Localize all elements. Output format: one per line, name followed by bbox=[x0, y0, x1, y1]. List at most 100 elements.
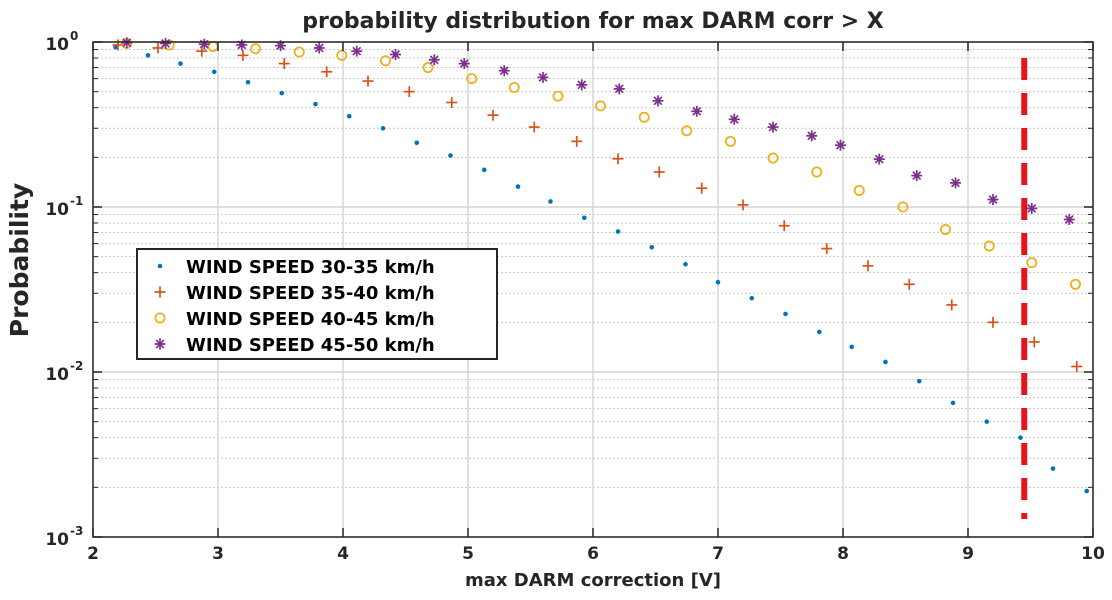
data-point bbox=[279, 90, 285, 96]
data-point bbox=[652, 95, 664, 107]
dot-marker bbox=[649, 244, 655, 250]
legend-entries: WIND SPEED 30-35 km/h WIND SPEED 35-40 km… bbox=[154, 257, 435, 356]
legend-label: WIND SPEED 40-45 km/h bbox=[186, 309, 435, 330]
data-point bbox=[362, 75, 374, 87]
x-tick-label: 8 bbox=[837, 544, 849, 564]
dot-marker bbox=[950, 400, 956, 406]
data-point bbox=[1084, 488, 1090, 494]
data-point bbox=[873, 153, 885, 165]
data-point bbox=[728, 113, 740, 125]
star-marker-d2 bbox=[951, 178, 960, 188]
dot-marker bbox=[1084, 488, 1090, 494]
star-marker-d2 bbox=[429, 55, 439, 65]
data-point bbox=[113, 44, 118, 50]
circle-marker bbox=[595, 100, 607, 112]
star-marker-d2 bbox=[577, 80, 587, 90]
data-point bbox=[321, 66, 333, 78]
star-marker-d2 bbox=[729, 114, 739, 124]
circle-marker bbox=[983, 240, 995, 252]
data-point bbox=[725, 135, 737, 147]
data-marks bbox=[112, 37, 1090, 494]
data-point bbox=[278, 58, 290, 70]
data-point bbox=[811, 166, 823, 178]
data-point bbox=[198, 38, 210, 50]
circle-marker bbox=[422, 62, 434, 74]
data-point bbox=[422, 62, 434, 74]
data-point bbox=[236, 39, 248, 51]
star-marker-d2 bbox=[161, 38, 170, 48]
star-marker-d2 bbox=[314, 43, 324, 53]
data-point bbox=[696, 182, 708, 194]
star-marker-d2 bbox=[836, 140, 845, 150]
circle-marker bbox=[552, 90, 564, 102]
y-tick-exponent: -3 bbox=[70, 524, 83, 538]
data-point bbox=[275, 40, 286, 52]
y-tick-label: 10 -2 bbox=[45, 359, 83, 385]
data-point bbox=[783, 311, 788, 317]
data-point bbox=[528, 121, 540, 133]
y-tick-base: 10 bbox=[45, 200, 69, 220]
dot-marker bbox=[883, 359, 888, 365]
data-point bbox=[749, 295, 755, 301]
data-point bbox=[767, 121, 779, 133]
data-point bbox=[778, 220, 790, 232]
data-point bbox=[379, 55, 391, 67]
data-point bbox=[351, 45, 363, 57]
star-marker-d2 bbox=[614, 84, 624, 94]
x-tick-label: 5 bbox=[462, 544, 474, 564]
y-tick-base: 10 bbox=[45, 35, 69, 55]
data-point bbox=[649, 244, 655, 250]
data-point bbox=[835, 139, 846, 151]
data-point bbox=[897, 201, 909, 213]
data-point bbox=[638, 111, 650, 123]
data-point bbox=[1050, 466, 1056, 471]
circle-marker bbox=[154, 312, 166, 324]
dot-marker bbox=[783, 311, 788, 317]
dot-marker bbox=[548, 199, 553, 204]
data-point bbox=[458, 58, 470, 70]
x-tick-label: 2 bbox=[87, 544, 99, 564]
legend-marker bbox=[154, 286, 166, 298]
data-point bbox=[448, 153, 453, 158]
dot-marker bbox=[245, 79, 251, 85]
star-marker-d2 bbox=[874, 154, 884, 164]
y-axis-label: Probability bbox=[5, 183, 34, 337]
data-point bbox=[911, 170, 923, 182]
circle-marker bbox=[638, 111, 650, 123]
data-point bbox=[1070, 278, 1082, 290]
dot-marker bbox=[279, 90, 285, 96]
data-point bbox=[466, 73, 478, 85]
x-tick-label: 9 bbox=[962, 544, 974, 564]
circle-marker bbox=[508, 81, 520, 93]
y-tick-exponent: -2 bbox=[70, 359, 83, 373]
data-point bbox=[237, 49, 249, 61]
data-point bbox=[576, 79, 588, 91]
data-point bbox=[552, 90, 564, 102]
star-marker-d2 bbox=[807, 131, 817, 141]
data-point bbox=[1018, 435, 1023, 440]
star-marker-d2 bbox=[459, 59, 469, 69]
data-point bbox=[571, 135, 583, 147]
star-marker-d2 bbox=[653, 96, 663, 106]
circle-marker bbox=[466, 73, 478, 85]
circle-marker bbox=[249, 43, 261, 55]
y-tick-exponent: -1 bbox=[70, 194, 83, 208]
data-point bbox=[403, 86, 415, 98]
data-point bbox=[293, 46, 305, 58]
x-tick-label: 10 bbox=[1081, 544, 1105, 564]
y-tick-label: 10 -1 bbox=[45, 194, 83, 220]
x-axis-label: max DARM correction [V] bbox=[465, 570, 721, 591]
data-point bbox=[612, 153, 624, 165]
dot-marker bbox=[113, 44, 118, 50]
star-marker-d2 bbox=[692, 106, 702, 116]
data-point bbox=[446, 96, 458, 108]
star-marker-d2 bbox=[391, 50, 400, 59]
data-point bbox=[508, 81, 520, 93]
dot-marker bbox=[749, 295, 755, 301]
data-point bbox=[849, 344, 855, 350]
data-point bbox=[950, 177, 961, 189]
data-point bbox=[903, 278, 915, 290]
y-tick-label: 10 0 bbox=[45, 29, 78, 55]
